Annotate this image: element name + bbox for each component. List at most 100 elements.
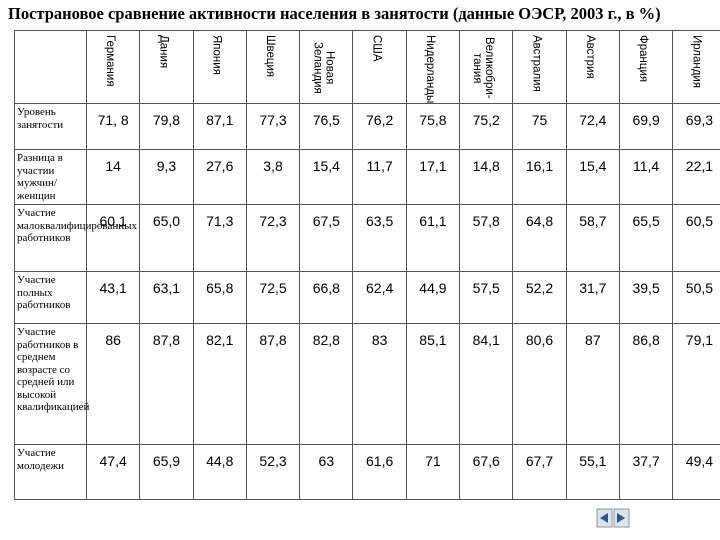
row-label: Участие работников в среднем возрасте со… bbox=[14, 323, 89, 445]
cell-value: 15,4 bbox=[299, 149, 354, 205]
column-header: Япония bbox=[192, 30, 247, 104]
column-header: Дания bbox=[139, 30, 194, 104]
cell-value: 63 bbox=[299, 444, 354, 500]
cell-value: 75,2 bbox=[459, 103, 514, 150]
column-header-text: Новая Зеландия bbox=[311, 42, 336, 94]
cell-value: 50,5 bbox=[672, 271, 720, 324]
column-header-text: Дания bbox=[157, 35, 170, 69]
column-header-text: Нидерланды bbox=[423, 35, 436, 104]
cell-value: 22,1 bbox=[672, 149, 720, 205]
cell-value: 58,7 bbox=[565, 204, 620, 272]
cell-value: 11,7 bbox=[352, 149, 407, 205]
cell-value: 75,8 bbox=[405, 103, 461, 150]
table-row: Участие работников в среднем возрасте со… bbox=[14, 323, 720, 445]
cell-value: 69,3 bbox=[672, 103, 720, 150]
cell-value: 77,3 bbox=[245, 103, 301, 150]
cell-value: 87 bbox=[565, 323, 620, 445]
cell-value: 16,1 bbox=[512, 149, 567, 205]
row-label: Участие молодежи bbox=[14, 444, 87, 500]
cell-value: 76,5 bbox=[299, 103, 354, 150]
row-label: Разница в участии мужчин/ женщин bbox=[14, 149, 87, 205]
cell-value: 60,1 bbox=[85, 204, 141, 272]
data-table: Германия Дания Япония Швеция Новая Зеландия С… bbox=[14, 30, 720, 500]
column-header-text: Австралия bbox=[530, 35, 543, 92]
cell-value: 3,8 bbox=[245, 149, 301, 205]
cell-value: 47,4 bbox=[85, 444, 141, 500]
table-row: Участие полных работников 43,1 63,1 65,8 72,… bbox=[14, 271, 720, 324]
cell-value: 61,1 bbox=[405, 204, 461, 272]
table-row: Участие молодежи 47,4 65,9 44,8 52,3 63 61,6 71… bbox=[14, 444, 720, 500]
cell-value: 84,1 bbox=[459, 323, 514, 445]
cell-value: 87,1 bbox=[192, 103, 247, 150]
cell-value: 37,7 bbox=[618, 444, 674, 500]
cell-value: 87,8 bbox=[245, 323, 301, 445]
cell-value: 52,2 bbox=[512, 271, 567, 324]
column-header: Германия bbox=[85, 30, 141, 104]
column-header: Великобри-тания bbox=[459, 30, 514, 104]
row-label: Участие малоквалифицированных работников bbox=[14, 204, 137, 272]
table-row: Участие малоквалифицированных работников… bbox=[14, 204, 720, 272]
cell-value: 82,1 bbox=[192, 323, 247, 445]
column-header-text: Германия bbox=[104, 35, 117, 87]
cell-value: 60,5 bbox=[672, 204, 720, 272]
row-label: Уровень занятости bbox=[14, 103, 87, 150]
cell-value: 80,6 bbox=[512, 323, 567, 445]
cell-value: 71,3 bbox=[192, 204, 247, 272]
header-row: Германия Дания Япония Швеция Новая Зеландия С… bbox=[14, 30, 720, 104]
cell-value: 75 bbox=[512, 103, 567, 150]
cell-value: 27,6 bbox=[192, 149, 247, 205]
title: Пострановое сравнение активности населен… bbox=[8, 4, 661, 23]
cell-value: 86 bbox=[85, 323, 141, 445]
cell-value: 82,8 bbox=[299, 323, 354, 445]
cell-value: 49,4 bbox=[672, 444, 720, 500]
column-header: Швеция bbox=[245, 30, 301, 104]
cell-value: 79,8 bbox=[139, 103, 194, 150]
prev-icon bbox=[600, 513, 608, 523]
cell-value: 57,8 bbox=[459, 204, 514, 272]
cell-value: 67,6 bbox=[459, 444, 514, 500]
cell-value: 11,4 bbox=[618, 149, 674, 205]
cell-value: 65,5 bbox=[618, 204, 674, 272]
cell-value: 87,8 bbox=[139, 323, 194, 445]
column-header-text: Ирландия bbox=[690, 35, 703, 89]
cell-value: 17,1 bbox=[405, 149, 461, 205]
cell-value: 72,3 bbox=[245, 204, 301, 272]
cell-value: 52,3 bbox=[245, 444, 301, 500]
cell-value: 69,9 bbox=[618, 103, 674, 150]
cell-value: 14,8 bbox=[459, 149, 514, 205]
cell-value: 79,1 bbox=[672, 323, 720, 445]
cell-value: 57,5 bbox=[459, 271, 514, 324]
table-row: Уровень занятости 71, 8 79,8 87,1 77,3 76,5 76… bbox=[14, 103, 720, 150]
column-header: США bbox=[352, 30, 407, 104]
cell-value: 76,2 bbox=[352, 103, 407, 150]
cell-value: 72,4 bbox=[565, 103, 620, 150]
nav-buttons[interactable] bbox=[596, 508, 632, 530]
cell-value: 9,3 bbox=[139, 149, 194, 205]
column-header-text: Франция bbox=[637, 35, 650, 83]
cell-value: 15,4 bbox=[565, 149, 620, 205]
cell-value: 66,8 bbox=[299, 271, 354, 324]
column-header-text: Швеция bbox=[264, 35, 277, 78]
cell-value: 71, 8 bbox=[85, 103, 141, 150]
column-header: Франция bbox=[618, 30, 674, 104]
cell-value: 63,1 bbox=[139, 271, 194, 324]
column-header-text: Великобри-тания bbox=[471, 37, 496, 99]
cell-value: 65,0 bbox=[139, 204, 194, 272]
column-header-text: США bbox=[370, 35, 383, 62]
cell-value: 65,9 bbox=[139, 444, 194, 500]
corner-cell bbox=[14, 30, 87, 104]
cell-value: 43,1 bbox=[85, 271, 141, 324]
cell-value: 65,8 bbox=[192, 271, 247, 324]
column-header: Ирландия bbox=[672, 30, 720, 104]
cell-value: 64,8 bbox=[512, 204, 567, 272]
cell-value: 63,5 bbox=[352, 204, 407, 272]
cell-value: 55,1 bbox=[565, 444, 620, 500]
cell-value: 39,5 bbox=[618, 271, 674, 324]
cell-value: 83 bbox=[352, 323, 407, 445]
cell-value: 85,1 bbox=[405, 323, 461, 445]
cell-value: 44,9 bbox=[405, 271, 461, 324]
cell-value: 67,7 bbox=[512, 444, 567, 500]
column-header: Австрия bbox=[565, 30, 620, 104]
cell-value: 31,7 bbox=[565, 271, 620, 324]
